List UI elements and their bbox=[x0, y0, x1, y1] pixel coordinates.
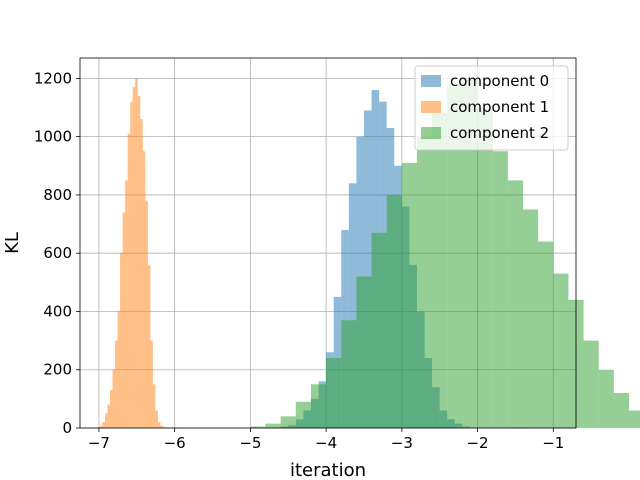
histogram-bar bbox=[386, 194, 402, 428]
histogram-bar bbox=[583, 340, 599, 428]
histogram-bar bbox=[280, 416, 296, 428]
histogram-bar bbox=[147, 264, 151, 428]
series-2 bbox=[250, 78, 640, 429]
histogram-bar bbox=[265, 423, 281, 428]
histogram-bar bbox=[295, 401, 311, 428]
histogram-bar bbox=[145, 200, 148, 428]
x-tick-label: −5 bbox=[239, 434, 261, 452]
y-tick-label: 600 bbox=[43, 244, 72, 262]
histogram-bar bbox=[104, 413, 108, 428]
histogram-bar bbox=[132, 87, 136, 429]
histogram-bar bbox=[135, 78, 138, 428]
histogram-bar bbox=[363, 110, 372, 428]
histogram-bar bbox=[598, 369, 614, 428]
x-tick-label: −3 bbox=[391, 434, 413, 452]
histogram-bar bbox=[110, 390, 113, 428]
histogram-bar bbox=[155, 410, 158, 428]
y-tick-label: 200 bbox=[43, 361, 72, 379]
x-tick-label: −1 bbox=[542, 434, 564, 452]
histogram-bar bbox=[371, 232, 387, 428]
histogram-bar bbox=[117, 311, 121, 428]
histogram-bar bbox=[102, 422, 105, 428]
histogram-bar bbox=[356, 276, 372, 428]
histogram-bar bbox=[492, 151, 508, 429]
y-tick-label: 1000 bbox=[34, 128, 72, 146]
histogram-bar bbox=[107, 404, 111, 428]
x-tick-label: −7 bbox=[88, 434, 110, 452]
histogram-bar bbox=[416, 136, 433, 428]
histogram-bar bbox=[326, 358, 342, 428]
histogram-bar bbox=[629, 410, 640, 428]
axis-ticks: −7 −6 −5 −4 −3 −2 −1 0 200 400 600 800 1000 1200 bbox=[34, 69, 565, 452]
histogram-bar bbox=[157, 422, 161, 428]
x-tick-label: −6 bbox=[164, 434, 186, 452]
legend-swatch bbox=[421, 75, 441, 87]
histogram-bar bbox=[348, 183, 357, 428]
histogram-bar bbox=[122, 212, 126, 428]
histogram-bar bbox=[115, 340, 118, 428]
histogram-bar bbox=[522, 209, 539, 428]
legend-frame bbox=[414, 65, 569, 151]
legend-swatch bbox=[421, 127, 441, 139]
histogram-bar bbox=[477, 107, 493, 428]
histogram-bar bbox=[130, 101, 133, 428]
legend: component 0 component 1 component 2 bbox=[414, 65, 569, 151]
histogram-bar bbox=[112, 369, 116, 428]
histogram-bar bbox=[401, 162, 417, 428]
histogram-bar bbox=[97, 427, 100, 428]
histogram-bar bbox=[553, 273, 569, 428]
histogram-bar bbox=[152, 384, 156, 428]
histogram-bar bbox=[160, 425, 163, 428]
legend-label: component 0 bbox=[450, 72, 549, 90]
y-tick-label: 800 bbox=[43, 186, 72, 204]
y-tick-label: 400 bbox=[43, 302, 72, 320]
histogram-bar bbox=[341, 320, 357, 428]
histogram-bar bbox=[125, 180, 128, 428]
histogram-bar bbox=[447, 84, 463, 429]
histogram-bars bbox=[97, 78, 640, 429]
histogram-bar bbox=[613, 393, 630, 428]
x-tick-label: −2 bbox=[466, 434, 488, 452]
histogram-bar bbox=[99, 425, 103, 428]
legend-swatch bbox=[421, 101, 441, 113]
histogram-bar bbox=[538, 241, 554, 428]
plot-frame bbox=[79, 57, 577, 429]
histogram-bar bbox=[137, 95, 141, 428]
histogram-bar bbox=[127, 133, 131, 428]
series-1 bbox=[97, 78, 166, 429]
histogram-bar bbox=[432, 113, 448, 428]
x-tick-label: −4 bbox=[315, 434, 337, 452]
x-axis-label: iteration bbox=[290, 460, 366, 480]
histogram-bar bbox=[507, 180, 523, 428]
legend-label: component 1 bbox=[450, 98, 549, 116]
histogram-bar bbox=[140, 119, 143, 429]
histogram-bar bbox=[150, 340, 153, 428]
legend-label: component 2 bbox=[450, 124, 549, 142]
y-tick-label: 0 bbox=[62, 419, 72, 437]
y-axis-label: KL bbox=[2, 232, 23, 254]
histogram-bar bbox=[462, 78, 478, 428]
histogram-bar bbox=[162, 427, 166, 428]
y-tick-label: 1200 bbox=[34, 69, 72, 87]
histogram-bar bbox=[250, 426, 266, 428]
histogram-bar bbox=[310, 384, 327, 428]
histogram-bar bbox=[120, 253, 123, 428]
histogram-bar bbox=[142, 151, 146, 429]
